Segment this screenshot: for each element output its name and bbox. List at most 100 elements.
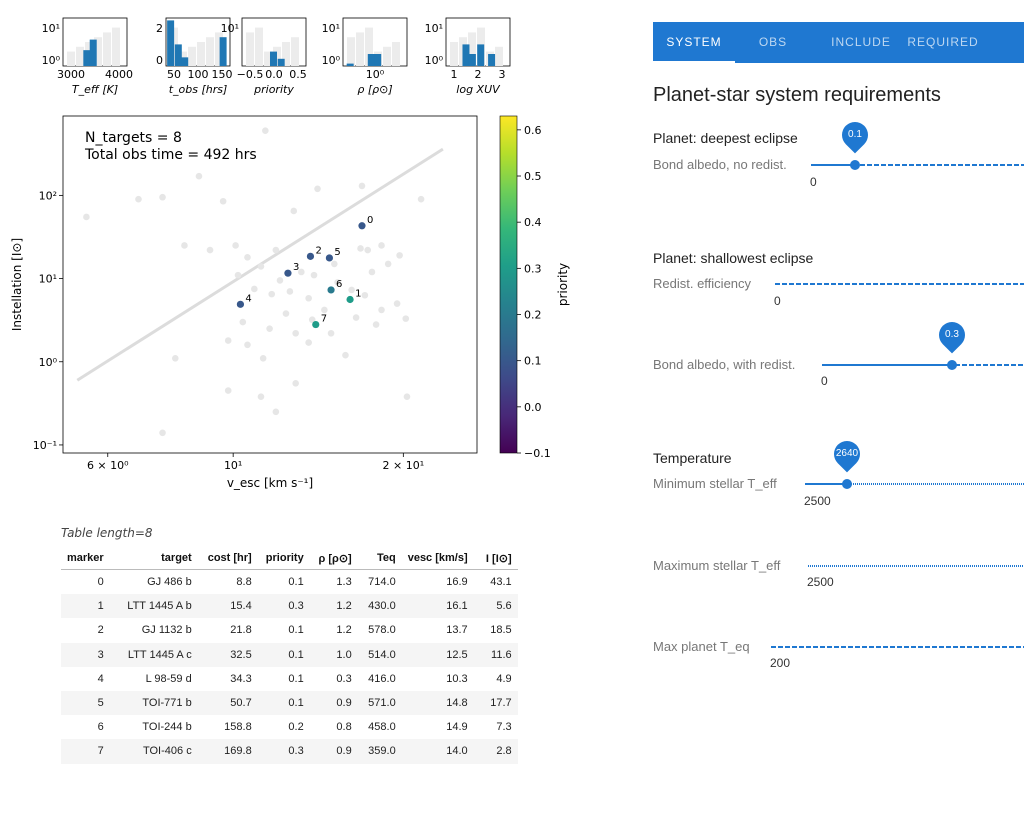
background-point	[135, 195, 142, 203]
hist-xtick: 0.5	[289, 68, 307, 81]
hist-bar	[468, 54, 476, 66]
table-cell: 15.4	[197, 594, 258, 619]
hist-xtick: 2	[475, 68, 482, 81]
table-cell: 430.0	[357, 594, 402, 619]
background-point	[257, 263, 265, 270]
table-length-label: Table length=8	[61, 526, 153, 540]
table-cell: 0.1	[288, 624, 304, 637]
max-stellar-teff-slider[interactable]	[808, 565, 1024, 567]
table-cell: 0.1	[288, 576, 304, 589]
section-deepest-eclipse-title: Planet: deepest eclipse	[653, 130, 798, 146]
bond-albedo-no-redist-min: 0	[810, 175, 817, 189]
table-row: 0 GJ 486 b 8.8 0.1 1.3 714.0 16.9 43.1	[61, 570, 518, 595]
hist-bar	[477, 44, 485, 66]
hist-ytick: 10⁰	[425, 54, 444, 67]
target-point	[236, 300, 245, 308]
hist-ytick: 2	[156, 22, 163, 35]
background-point	[206, 246, 214, 254]
background-point	[290, 207, 298, 215]
hist-bg-bar	[356, 32, 364, 66]
bond-albedo-no-redist-label: Bond albedo, no redist.	[653, 157, 787, 172]
background-point	[342, 351, 349, 359]
table-cell: 0.8	[336, 721, 352, 734]
background-point	[171, 355, 179, 362]
table-cell: 14.9	[446, 721, 468, 734]
background-point	[262, 127, 269, 134]
min-stellar-teff-min: 2500	[804, 494, 831, 508]
table-cell: 50.7	[197, 690, 258, 716]
max-planet-teq-slider[interactable]	[771, 646, 1024, 648]
hist-bg-bar	[468, 32, 476, 66]
hist-bg-bar	[103, 32, 111, 66]
table-cell: 16.1	[401, 594, 474, 619]
tab-system[interactable]: SYSTEM	[666, 35, 722, 49]
table-cell: 16.9	[446, 576, 468, 589]
tab-required[interactable]: REQUIRED	[907, 35, 979, 49]
min-stellar-teff-slider[interactable]	[805, 483, 1024, 485]
hist-xlabel: ρ [ρ⊙]	[357, 83, 392, 96]
hist-bg-bar	[392, 42, 400, 66]
table-cell: 6	[97, 721, 104, 734]
background-point	[195, 172, 203, 180]
table-cell: 5	[61, 690, 110, 716]
table-cell: 578.0	[368, 624, 396, 637]
table-cell: L 98-59 d	[145, 672, 192, 685]
target-point	[325, 254, 334, 262]
table-cell: 7	[61, 739, 110, 764]
background-point	[403, 393, 411, 401]
tab-include[interactable]: INCLUDE	[831, 35, 891, 49]
hist-bg-bar	[291, 37, 299, 66]
table-header-7: I [I⊙]	[473, 547, 518, 570]
hist-bg-bar	[197, 42, 205, 66]
background-point	[282, 310, 290, 317]
hist-bar	[462, 44, 470, 66]
table-header-1: target	[109, 547, 198, 570]
table-header-0: marker	[61, 547, 110, 570]
table-cell: 416.0	[368, 672, 396, 685]
max-stellar-teff-min: 2500	[807, 575, 834, 589]
table-header-2: cost [hr]	[197, 547, 258, 570]
table-cell: 11.6	[473, 642, 518, 667]
redist-efficiency-slider[interactable]	[775, 283, 1024, 285]
target-point-label: 1	[355, 289, 361, 300]
background-point	[232, 242, 239, 249]
background-point	[244, 254, 251, 261]
bond-albedo-no-redist-thumb[interactable]	[850, 160, 860, 170]
background-point	[357, 245, 364, 252]
table-body: 0 GJ 486 b 8.8 0.1 1.3 714.0 16.9 43.1 1 LTT 1445…	[61, 570, 518, 764]
table-cell: 14.8	[401, 690, 474, 716]
table-header-6: vesc [km/s]	[401, 547, 474, 570]
hist-xtick: 3	[499, 68, 506, 81]
min-stellar-teff-thumb[interactable]	[842, 479, 852, 489]
hist-bg-bar	[215, 32, 223, 66]
hist-bar	[83, 50, 91, 66]
section-temperature-title: Temperature	[653, 450, 732, 466]
hist-ytick: 10⁰	[42, 54, 61, 67]
table-cell: 0.1	[288, 672, 304, 685]
table-cell: 34.3	[230, 672, 252, 685]
hist-xlabel: log XUV	[456, 83, 501, 96]
active-tab-indicator	[653, 61, 735, 63]
table-row: 1 LTT 1445 A b 15.4 0.3 1.2 430.0 16.1 5.6	[61, 594, 518, 619]
bond-albedo-no-redist-value: 0.1	[848, 129, 862, 140]
background-point	[358, 182, 366, 190]
table-cell: 8.8	[236, 576, 252, 589]
table-cell: 1.2	[336, 624, 352, 637]
background-point	[327, 329, 335, 337]
hist-xtick: 10⁰	[366, 68, 385, 81]
bond-albedo-with-redist-thumb[interactable]	[947, 360, 957, 370]
hist-xtick: 3000	[57, 68, 85, 81]
hist-bg-bar	[495, 46, 503, 66]
x-tick-label: 2 × 10¹	[383, 459, 425, 472]
background-point	[334, 279, 341, 286]
table-cell: 0.3	[257, 594, 310, 619]
table-cell: 0.9	[309, 739, 358, 764]
bond-albedo-no-redist-slider[interactable]	[811, 164, 1024, 166]
background-point	[372, 321, 380, 328]
background-point	[314, 185, 321, 193]
table-cell: 158.8	[224, 721, 252, 734]
tab-obs[interactable]: OBS	[758, 35, 788, 49]
background-point	[348, 286, 355, 294]
hist-ytick: 10¹	[322, 22, 340, 35]
hist-bar	[89, 39, 97, 66]
